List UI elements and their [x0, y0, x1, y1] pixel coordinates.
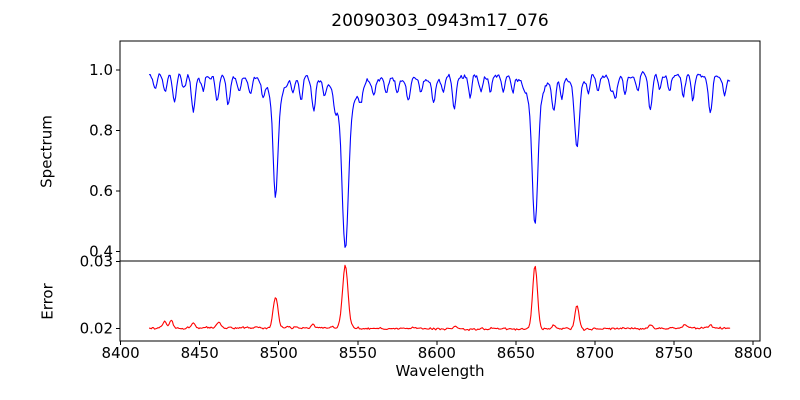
x-tick-label: 8600: [418, 344, 456, 362]
spectrum-line: [149, 71, 731, 248]
x-tick-label: 8500: [260, 344, 298, 362]
axes-spine-spectrum-panel: [119, 40, 761, 262]
chart-title: 20090303_0943m17_076: [331, 11, 549, 31]
x-tick-label: 8450: [181, 344, 219, 362]
x-tick-label: 8750: [655, 344, 693, 362]
y-tick-label-error: 0.02: [80, 319, 113, 337]
x-tick-label: 8700: [576, 344, 614, 362]
y-tick-label-spectrum: 0.8: [89, 121, 113, 139]
y-axis-label-error: Error: [38, 283, 57, 320]
y-tick-label-spectrum: 1.0: [89, 61, 113, 79]
x-tick-label: 8550: [339, 344, 377, 362]
x-axis-label: Wavelength: [395, 362, 485, 380]
y-axis-label-spectrum: Spectrum: [37, 115, 56, 188]
x-tick-label: 8800: [734, 344, 772, 362]
x-tick-label: 8400: [102, 344, 140, 362]
y-tick-label-error: 0.03: [80, 253, 113, 271]
error-line: [148, 264, 731, 332]
x-tick-label: 8650: [497, 344, 535, 362]
y-tick-label-spectrum: 0.4: [89, 242, 113, 260]
y-tick-label-spectrum: 0.6: [89, 182, 113, 200]
axes-spine-error-panel: [119, 260, 761, 342]
